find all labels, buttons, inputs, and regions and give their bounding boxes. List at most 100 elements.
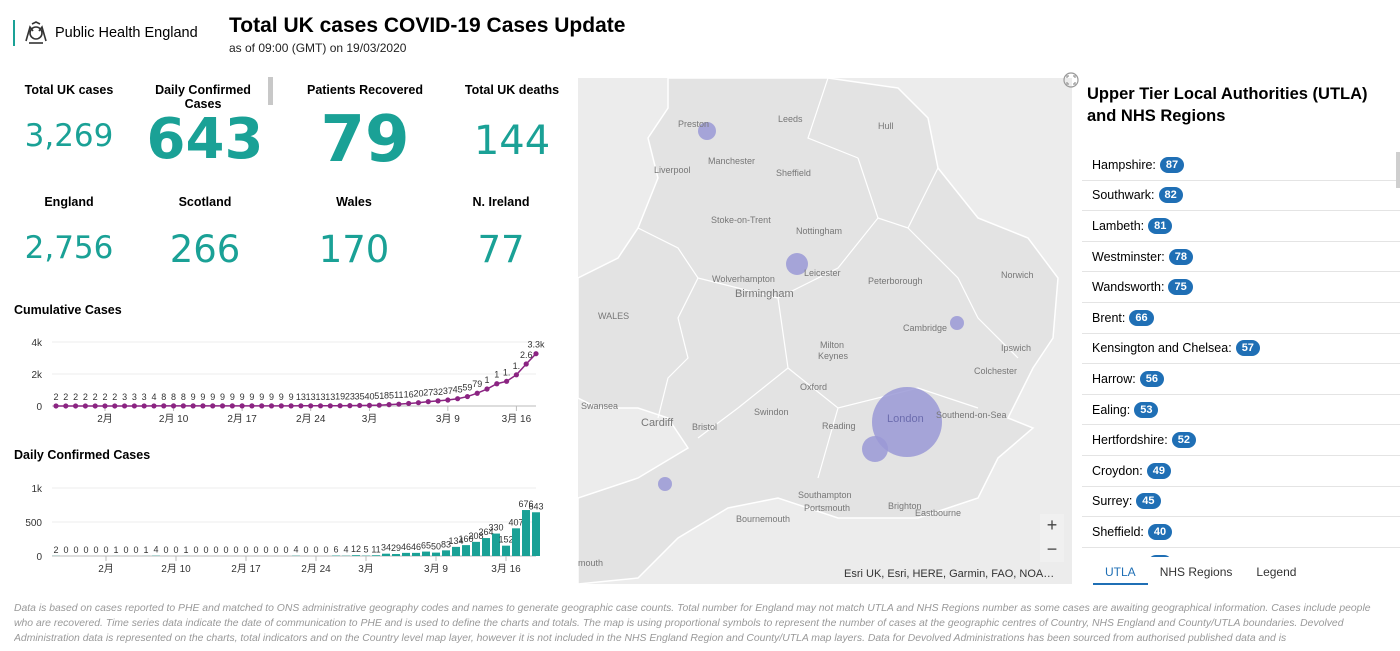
utla-list-item[interactable]: Hertfordshire: 52: [1082, 425, 1400, 456]
data-point[interactable]: [366, 402, 373, 408]
utla-list-item[interactable]: Lambeth: 81: [1082, 211, 1400, 242]
data-point[interactable]: [415, 400, 422, 406]
data-point[interactable]: [161, 403, 167, 409]
data-point[interactable]: [278, 403, 284, 409]
data-point[interactable]: [533, 351, 539, 357]
bar[interactable]: [382, 553, 390, 556]
data-point[interactable]: [327, 403, 333, 409]
data-point[interactable]: [63, 403, 69, 409]
data-point[interactable]: [102, 403, 108, 409]
stat-scrollbar[interactable]: [268, 77, 273, 105]
zoom-out-button[interactable]: −: [1040, 538, 1064, 562]
data-point[interactable]: [131, 403, 137, 409]
tab-utla[interactable]: UTLA: [1093, 562, 1148, 585]
map-panel[interactable]: Preston Leeds Hull Manchester Liverpool Sheff…: [578, 78, 1072, 584]
data-point[interactable]: [92, 403, 98, 409]
data-point[interactable]: [180, 403, 186, 409]
bar[interactable]: [422, 551, 430, 556]
bar[interactable]: [462, 545, 470, 556]
map-bubble-devon[interactable]: [658, 477, 672, 491]
data-point[interactable]: [464, 393, 471, 400]
map-bubble-cambridge[interactable]: [950, 316, 964, 330]
data-point[interactable]: [72, 403, 79, 409]
data-point[interactable]: [249, 403, 255, 409]
bar[interactable]: [372, 555, 380, 556]
data-point[interactable]: [82, 403, 88, 409]
bar[interactable]: [432, 552, 440, 556]
data-point[interactable]: [317, 403, 324, 409]
bar[interactable]: [352, 555, 360, 556]
data-point[interactable]: [435, 398, 441, 404]
data-point[interactable]: [396, 401, 402, 407]
data-point[interactable]: [210, 403, 216, 409]
data-point[interactable]: [141, 403, 147, 409]
data-point[interactable]: [170, 403, 177, 409]
utla-list-item[interactable]: Barnsley: 40: [1082, 548, 1400, 557]
map-bubble-leicester[interactable]: [786, 253, 808, 275]
data-point[interactable]: [259, 403, 265, 409]
data-point[interactable]: [406, 400, 412, 407]
utla-list-item[interactable]: Croydon: 49: [1082, 456, 1400, 487]
bar[interactable]: [512, 528, 520, 556]
data-point[interactable]: [337, 403, 343, 409]
bar[interactable]: [402, 552, 410, 556]
map-attribution[interactable]: Esri UK, Esri, HERE, Garmin, FAO, NOA…: [844, 568, 1055, 580]
data-point[interactable]: [268, 403, 275, 409]
data-point[interactable]: [151, 403, 157, 409]
utla-list-item[interactable]: Ealing: 53: [1082, 395, 1400, 426]
bar[interactable]: [522, 510, 530, 556]
data-point[interactable]: [494, 381, 500, 387]
data-point[interactable]: [288, 403, 294, 409]
utla-list-item[interactable]: Surrey: 45: [1082, 487, 1400, 518]
bar[interactable]: [502, 545, 510, 556]
fullscreen-icon[interactable]: [1063, 72, 1079, 88]
data-point[interactable]: [298, 403, 304, 409]
bar[interactable]: [472, 541, 480, 556]
bar[interactable]: [482, 538, 490, 556]
data-point[interactable]: [347, 403, 353, 409]
utla-list[interactable]: Hampshire: 87 Southwark: 82 Lambeth: 81 Westmi…: [1082, 150, 1400, 557]
data-point[interactable]: [484, 386, 490, 392]
utla-list-item[interactable]: Wandsworth: 75: [1082, 272, 1400, 303]
data-point[interactable]: [425, 399, 431, 405]
data-point[interactable]: [513, 372, 520, 378]
tab-legend[interactable]: Legend: [1256, 565, 1297, 579]
data-point[interactable]: [376, 402, 382, 408]
bar[interactable]: [452, 546, 460, 556]
utla-list-item[interactable]: Hampshire: 87: [1082, 150, 1400, 181]
map-canvas[interactable]: Preston Leeds Hull Manchester Liverpool Sheff…: [578, 78, 1072, 584]
data-point[interactable]: [121, 403, 128, 409]
data-point[interactable]: [219, 403, 226, 409]
bar[interactable]: [412, 552, 420, 556]
data-point[interactable]: [455, 396, 461, 402]
utla-scrollbar[interactable]: [1396, 152, 1400, 188]
bar[interactable]: [492, 533, 500, 556]
bar[interactable]: [532, 512, 540, 556]
data-point[interactable]: [445, 397, 451, 403]
utla-list-item[interactable]: Westminster: 78: [1082, 242, 1400, 273]
utla-list-item[interactable]: Brent: 66: [1082, 303, 1400, 334]
data-point[interactable]: [112, 403, 118, 409]
utla-list-item[interactable]: Harrow: 56: [1082, 364, 1400, 395]
bar[interactable]: [442, 550, 450, 556]
data-point[interactable]: [200, 403, 206, 409]
data-point[interactable]: [523, 361, 529, 367]
zoom-in-button[interactable]: +: [1040, 514, 1064, 538]
data-point[interactable]: [190, 403, 196, 409]
map-bubble-london[interactable]: [872, 387, 942, 457]
data-point[interactable]: [504, 378, 510, 384]
utla-list-item[interactable]: Kensington and Chelsea: 57: [1082, 334, 1400, 365]
tab-nhs-regions[interactable]: NHS Regions: [1159, 565, 1233, 579]
utla-list-item[interactable]: Sheffield: 40: [1082, 517, 1400, 548]
data-point[interactable]: [239, 403, 245, 409]
data-point[interactable]: [357, 402, 363, 409]
data-point[interactable]: [386, 402, 392, 408]
utla-list-item[interactable]: Southwark: 82: [1082, 181, 1400, 212]
map-bubble-preston[interactable]: [698, 122, 716, 140]
data-point[interactable]: [229, 403, 235, 409]
bar[interactable]: [392, 554, 400, 556]
data-point[interactable]: [53, 403, 59, 409]
data-point[interactable]: [308, 403, 314, 409]
map-bubble-surrey[interactable]: [862, 436, 888, 462]
data-point[interactable]: [474, 390, 480, 396]
